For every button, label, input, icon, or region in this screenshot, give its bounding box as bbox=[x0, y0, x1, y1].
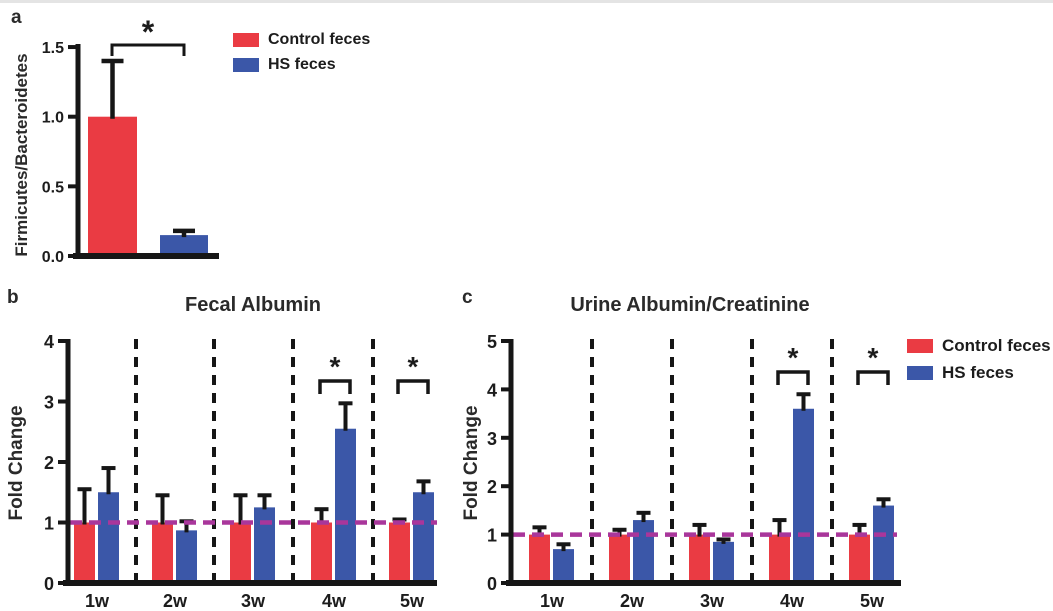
significance-bracket bbox=[110, 43, 186, 56]
bar-control-2w bbox=[609, 534, 630, 583]
legend-item-hs: HS feces bbox=[907, 363, 1051, 383]
bar-hs bbox=[160, 235, 208, 256]
significance-asterisk: * bbox=[408, 351, 419, 382]
legend-panel-a: Control feces HS feces bbox=[233, 31, 370, 74]
significance-asterisk: * bbox=[868, 342, 879, 373]
panel-c-y-axis-label: Fold Change bbox=[461, 405, 482, 521]
bar-control-5w bbox=[389, 522, 410, 583]
bar-control-1w bbox=[529, 534, 550, 583]
legend-label-hs: HS feces bbox=[268, 56, 336, 73]
y-tick-label: 3 bbox=[44, 393, 54, 413]
bar-hs-3w bbox=[254, 507, 275, 583]
bar-control-3w bbox=[230, 522, 251, 583]
bar-hs-3w bbox=[713, 541, 734, 583]
bar-hs-4w bbox=[335, 428, 356, 583]
x-tick-label: 1w bbox=[85, 591, 110, 611]
y-tick-label: 3 bbox=[487, 429, 497, 449]
legend-panel-c: Control feces HS feces bbox=[907, 336, 1051, 383]
bar-hs-2w bbox=[633, 520, 654, 583]
y-tick-label: 1.5 bbox=[42, 40, 64, 57]
x-tick-label: 3w bbox=[241, 591, 266, 611]
bar-hs-4w bbox=[793, 408, 814, 583]
x-tick-label: 5w bbox=[400, 591, 425, 611]
significance-asterisk: * bbox=[330, 351, 341, 382]
panel-b-title: Fecal Albumin bbox=[185, 294, 321, 316]
hs-feces-swatch bbox=[907, 366, 933, 380]
y-tick-label: 2 bbox=[44, 453, 54, 473]
bar-hs-5w bbox=[413, 492, 434, 583]
legend-item-control: Control feces bbox=[233, 31, 370, 49]
significance-asterisk: * bbox=[142, 14, 155, 50]
bar-control-3w bbox=[689, 534, 710, 583]
legend-label-control: Control feces bbox=[268, 31, 371, 48]
y-tick-label: 4 bbox=[44, 332, 54, 352]
panel-c-letter: c bbox=[462, 287, 473, 308]
panel-b-y-axis-label: Fold Change bbox=[6, 405, 27, 521]
x-tick-label: 3w bbox=[700, 591, 725, 611]
bar-hs-1w bbox=[98, 492, 119, 583]
bar-control-2w bbox=[152, 522, 173, 583]
legend-label-hs: HS feces bbox=[942, 363, 1014, 382]
bar-hs-1w bbox=[553, 549, 574, 583]
y-tick-label: 0.5 bbox=[42, 179, 64, 196]
y-tick-label: 0 bbox=[44, 574, 54, 594]
bar-control-4w bbox=[311, 522, 332, 583]
y-tick-label: 1.0 bbox=[42, 110, 64, 127]
y-tick-label: 2 bbox=[487, 477, 497, 497]
significance-bracket bbox=[396, 379, 430, 394]
significance-bracket bbox=[776, 370, 810, 385]
hs-feces-swatch bbox=[233, 58, 259, 72]
control-feces-swatch bbox=[233, 33, 259, 47]
y-tick-label: 1 bbox=[487, 526, 497, 546]
legend-item-hs: HS feces bbox=[233, 56, 370, 74]
x-tick-label: 4w bbox=[322, 591, 347, 611]
panel-a-y-axis-label: Firmicutes/Bacteroidetes bbox=[12, 53, 31, 257]
control-feces-swatch bbox=[907, 339, 933, 353]
y-tick-label: 0 bbox=[487, 574, 497, 594]
y-tick-label: 4 bbox=[487, 380, 497, 400]
panel-a-letter: a bbox=[11, 7, 22, 28]
x-tick-label: 1w bbox=[540, 591, 565, 611]
legend-label-control: Control feces bbox=[942, 336, 1051, 355]
significance-bracket bbox=[318, 379, 352, 394]
significance-bracket bbox=[856, 370, 890, 385]
y-tick-label: 0.0 bbox=[42, 249, 64, 266]
significance-asterisk: * bbox=[788, 342, 799, 373]
figure-canvas: 0.0 0.5 1.0 1.5 * 0 1 2 3 4 1w 2w 3w 4w 5w * * 0 1 2 3 4 5 1w 2w… bbox=[42, 14, 901, 611]
y-tick-label: 5 bbox=[487, 332, 497, 352]
y-tick-label: 1 bbox=[44, 514, 54, 534]
x-tick-label: 2w bbox=[163, 591, 188, 611]
bar-hs-5w bbox=[873, 505, 894, 583]
bar-control-4w bbox=[769, 534, 790, 583]
bar-control-1w bbox=[74, 522, 95, 583]
bar-hs-2w bbox=[176, 530, 197, 583]
legend-item-control: Control feces bbox=[907, 336, 1051, 356]
x-tick-label: 5w bbox=[860, 591, 885, 611]
x-tick-label: 2w bbox=[620, 591, 645, 611]
x-tick-label: 4w bbox=[780, 591, 805, 611]
panel-c-title: Urine Albumin/Creatinine bbox=[570, 294, 810, 316]
bar-control-5w bbox=[849, 534, 870, 583]
panel-b-letter: b bbox=[7, 287, 19, 308]
bar-control bbox=[88, 116, 137, 256]
